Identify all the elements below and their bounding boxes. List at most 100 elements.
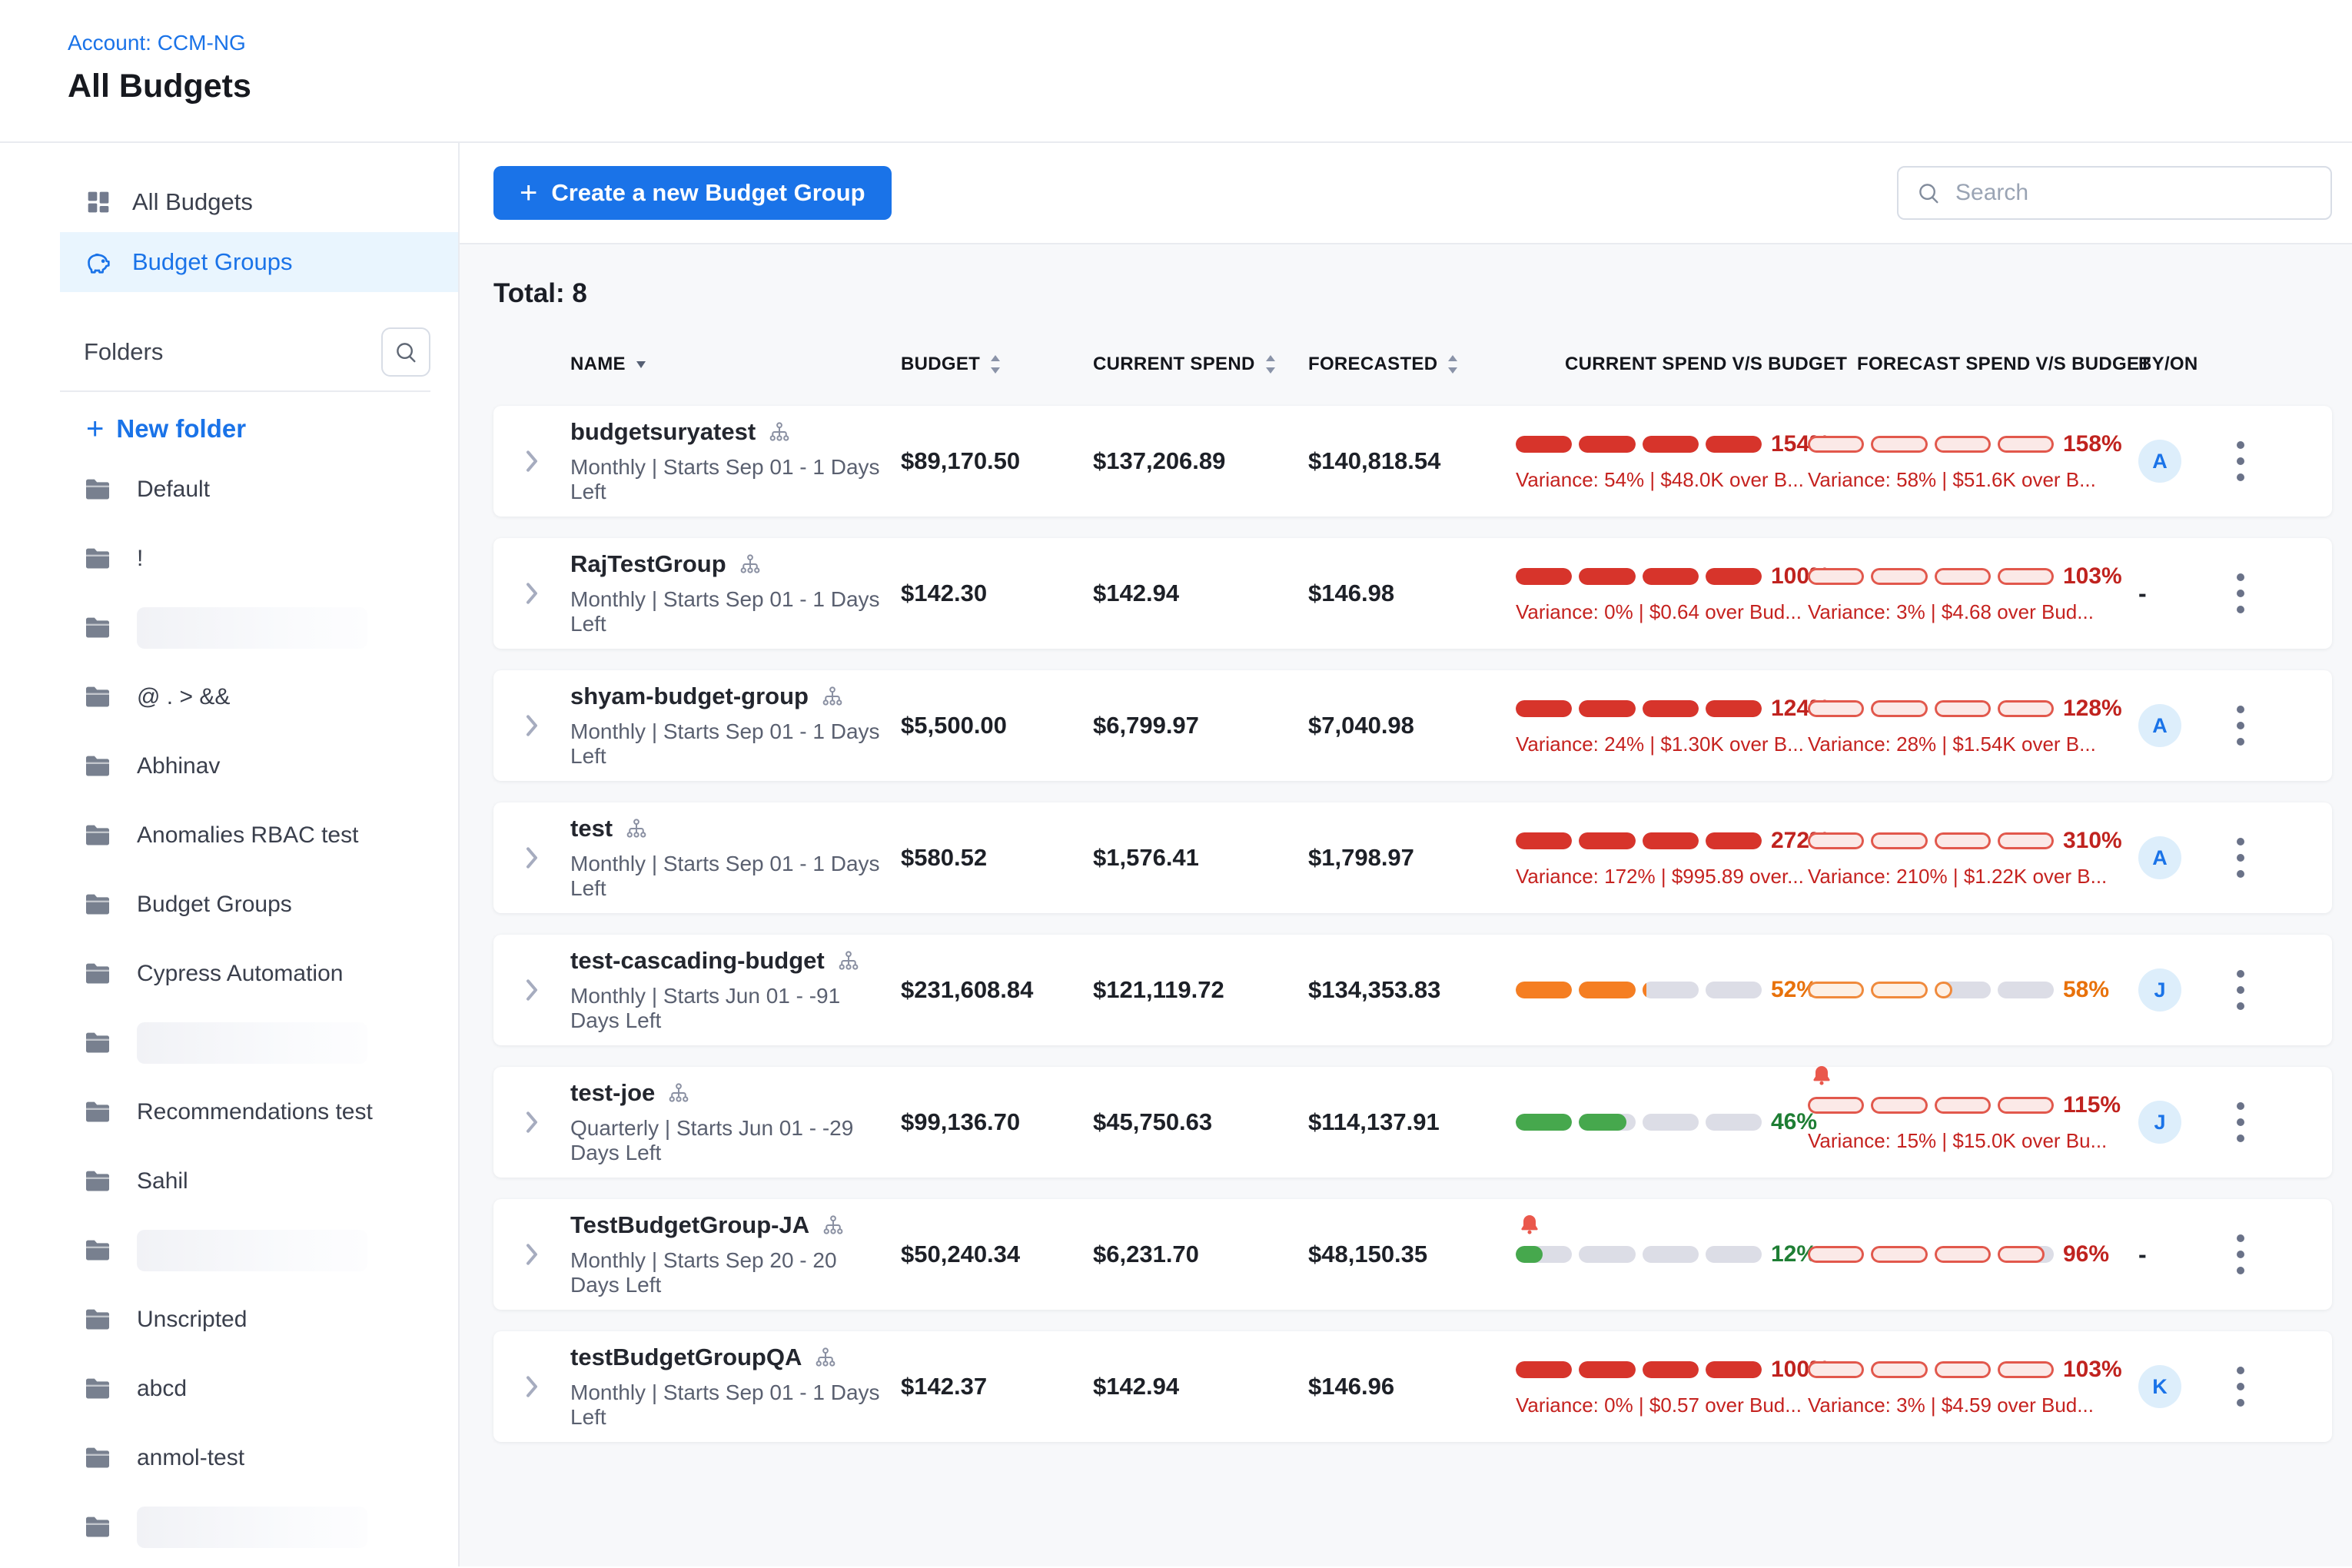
forecast-vs-budget-cell: 96% xyxy=(1808,1199,2115,1310)
main-panel: + Create a new Budget Group Total: 8 NAM… xyxy=(460,143,2352,1566)
new-folder-label: New folder xyxy=(116,414,247,443)
expand-chevron-icon[interactable] xyxy=(493,448,570,474)
folder-item-redacted[interactable] xyxy=(0,1562,458,1566)
folder-item-redacted[interactable] xyxy=(0,1216,458,1285)
budget-group-row[interactable]: RajTestGroup Monthly | Starts Sep 01 - 1 … xyxy=(493,538,2332,649)
budget-group-name[interactable]: test-cascading-budget xyxy=(570,947,825,974)
row-menu-button[interactable] xyxy=(2200,1234,2244,1274)
folder-item[interactable]: Recommendations test xyxy=(0,1078,458,1147)
budget-group-name[interactable]: testBudgetGroupQA xyxy=(570,1344,802,1370)
progress-bar xyxy=(1808,435,2054,453)
sidebar-item-budget-groups[interactable]: Budget Groups xyxy=(60,232,458,292)
budget-schedule: Monthly | Starts Sep 01 - 1 Days Left xyxy=(570,1380,880,1429)
sidebar-item-label: Budget Groups xyxy=(132,248,293,275)
progress-bar xyxy=(1516,982,1762,998)
folder-item[interactable]: @ . > && xyxy=(0,663,458,732)
folder-item[interactable]: Default xyxy=(0,455,458,524)
row-menu-button[interactable] xyxy=(2200,1102,2244,1142)
folder-icon xyxy=(80,1097,115,1128)
budget-group-row[interactable]: TestBudgetGroup-JA Monthly | Starts Sep 2… xyxy=(493,1199,2332,1310)
progress-bar xyxy=(1516,1114,1762,1131)
budget-group-name[interactable]: TestBudgetGroup-JA xyxy=(570,1211,810,1238)
percent-label: 103% xyxy=(2063,1356,2122,1382)
column-header-budget[interactable]: BUDGET xyxy=(885,354,1078,375)
row-menu-button[interactable] xyxy=(2200,706,2244,746)
hierarchy-icon xyxy=(667,1081,690,1105)
row-menu-button[interactable] xyxy=(2200,1367,2244,1407)
progress-bar xyxy=(1808,1360,2054,1378)
folder-item[interactable]: Sahil xyxy=(0,1147,458,1216)
expand-chevron-icon[interactable] xyxy=(493,713,570,739)
expand-chevron-icon[interactable] xyxy=(493,1241,570,1267)
owner-avatar: J xyxy=(2138,968,2181,1012)
search-input[interactable] xyxy=(1954,179,2314,207)
folder-item[interactable]: Abhinav xyxy=(0,732,458,801)
row-menu-button[interactable] xyxy=(2200,838,2244,878)
redacted-folder-label xyxy=(137,1230,367,1271)
budget-group-row[interactable]: budgetsuryatest Monthly | Starts Sep 01 -… xyxy=(493,406,2332,517)
divider xyxy=(60,390,430,392)
row-menu-button[interactable] xyxy=(2200,970,2244,1010)
folder-search-button[interactable] xyxy=(381,327,430,377)
progress-bar xyxy=(1516,1360,1762,1378)
folder-icon xyxy=(80,613,115,643)
sidebar-item-all-budgets[interactable]: All Budgets xyxy=(60,172,458,232)
forecast-vs-budget-cell: 103% Variance: 3% | $4.59 over Bud... xyxy=(1808,1331,2122,1442)
folder-item[interactable]: Unscripted xyxy=(0,1285,458,1354)
folder-item[interactable]: Cypress Automation xyxy=(0,939,458,1008)
expand-chevron-icon[interactable] xyxy=(493,1109,570,1135)
create-budget-group-button[interactable]: + Create a new Budget Group xyxy=(493,166,892,220)
budget-group-name[interactable]: test xyxy=(570,815,613,842)
budget-group-row[interactable]: test Monthly | Starts Sep 01 - 1 Days Lef… xyxy=(493,802,2332,913)
expand-chevron-icon[interactable] xyxy=(493,1374,570,1400)
new-folder-button[interactable]: + New folder xyxy=(86,414,458,444)
byon-empty: - xyxy=(2138,579,2147,607)
percent-label: 158% xyxy=(2063,430,2122,457)
folder-icon xyxy=(80,958,115,989)
folder-item[interactable]: Anomalies RBAC test xyxy=(0,801,458,870)
alert-bell-icon xyxy=(1809,1063,1834,1088)
hierarchy-icon xyxy=(821,685,844,708)
toolbar: + Create a new Budget Group xyxy=(460,143,2352,244)
current-spend-value: $6,231.70 xyxy=(1093,1241,1199,1267)
column-header-current-spend[interactable]: CURRENT SPEND xyxy=(1078,354,1293,375)
progress-bar xyxy=(1808,1246,2054,1263)
forecasted-value: $146.98 xyxy=(1308,580,1395,606)
folder-item[interactable]: Budget Groups xyxy=(0,870,458,939)
progress-bar xyxy=(1516,435,1762,453)
budget-group-row[interactable]: test-cascading-budget Monthly | Starts Ju… xyxy=(493,935,2332,1045)
owner-avatar: K xyxy=(2138,1365,2181,1408)
column-header-forecasted[interactable]: FORECASTED xyxy=(1293,354,1516,375)
folder-icon xyxy=(80,1028,115,1058)
forecasted-value: $7,040.98 xyxy=(1308,712,1414,739)
budget-group-name[interactable]: shyam-budget-group xyxy=(570,683,809,709)
expand-chevron-icon[interactable] xyxy=(493,580,570,606)
folder-item-redacted[interactable] xyxy=(0,1008,458,1078)
expand-chevron-icon[interactable] xyxy=(493,977,570,1003)
budget-group-name[interactable]: budgetsuryatest xyxy=(570,418,756,445)
expand-chevron-icon[interactable] xyxy=(493,845,570,871)
folder-item[interactable]: anmol-test xyxy=(0,1423,458,1493)
row-menu-button[interactable] xyxy=(2200,441,2244,481)
current-spend-value: $1,576.41 xyxy=(1093,844,1199,871)
budget-group-row[interactable]: test-joe Quarterly | Starts Jun 01 - -29 … xyxy=(493,1065,2332,1178)
budget-group-name[interactable]: RajTestGroup xyxy=(570,550,726,577)
total-count: Total: 8 xyxy=(493,278,587,308)
owner-avatar: A xyxy=(2138,704,2181,747)
hierarchy-icon xyxy=(768,420,791,443)
row-menu-button[interactable] xyxy=(2200,573,2244,613)
variance-label: Variance: 28% | $1.54K over B... xyxy=(1808,732,2096,756)
folder-item-redacted[interactable] xyxy=(0,1493,458,1562)
folder-item-redacted[interactable] xyxy=(0,593,458,663)
account-link[interactable]: Account: CCM-NG xyxy=(68,31,246,55)
column-header-name[interactable]: NAME xyxy=(570,354,885,375)
folder-item[interactable]: abcd xyxy=(0,1354,458,1423)
percent-label: 46% xyxy=(1771,1109,1818,1134)
budget-group-row[interactable]: shyam-budget-group Monthly | Starts Sep 0… xyxy=(493,670,2332,781)
folder-label: Unscripted xyxy=(137,1307,247,1332)
budget-group-name[interactable]: test-joe xyxy=(570,1079,656,1106)
folder-item[interactable]: ! xyxy=(0,524,458,593)
grid-icon xyxy=(83,187,114,218)
budget-group-row[interactable]: testBudgetGroupQA Monthly | Starts Sep 01… xyxy=(493,1331,2332,1442)
budget-schedule: Monthly | Starts Sep 01 - 1 Days Left xyxy=(570,455,880,503)
